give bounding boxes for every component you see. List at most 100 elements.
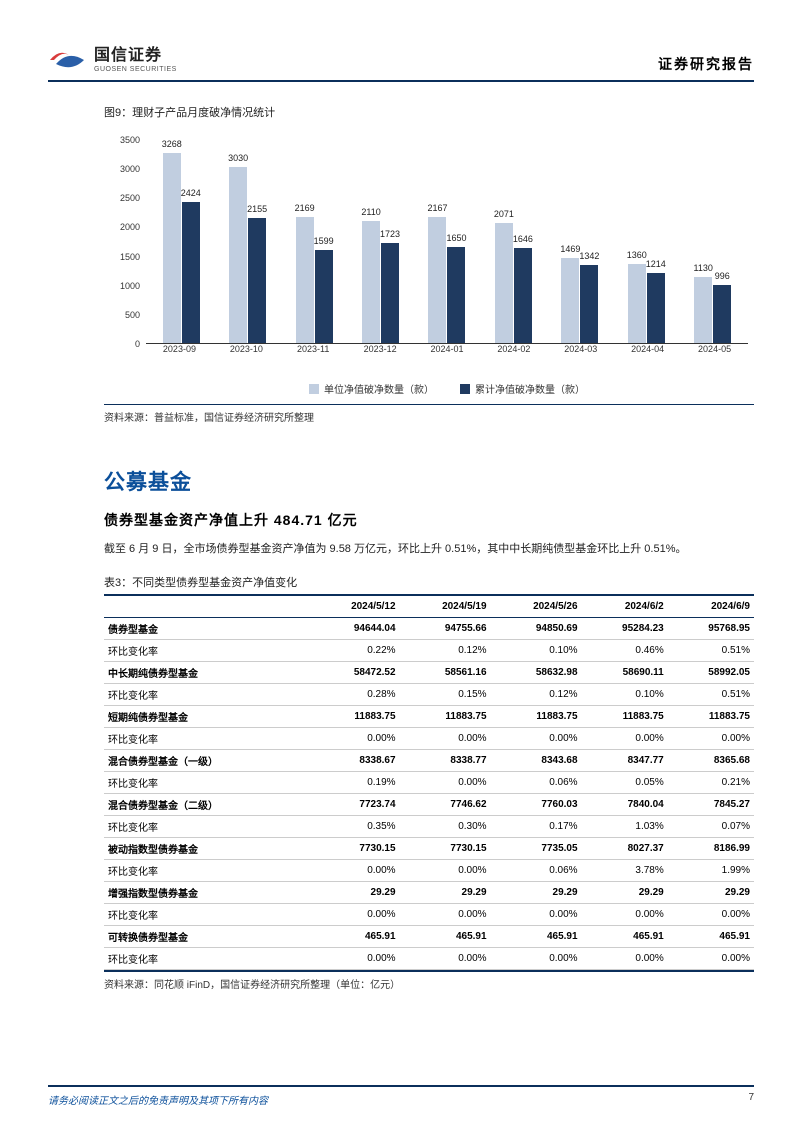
table-cell: 0.30% [400,815,491,837]
figure-9-source: 资料来源：普益标准，国信证券经济研究所整理 [104,404,754,424]
x-tick: 2024-05 [681,344,748,360]
table-row: 中长期纯债券型基金58472.5258561.1658632.9858690.1… [104,661,754,683]
table-cell: 混合债券型基金（二级） [104,793,309,815]
bar-group: 32682424 [163,140,200,343]
table-cell: 465.91 [309,925,400,947]
table-cell: 95284.23 [582,617,668,639]
x-tick: 2023-09 [146,344,213,360]
y-tick: 3500 [120,135,140,145]
bar: 1342 [580,265,598,343]
section-heading-1: 公募基金 [104,466,754,496]
bar-group: 1130996 [694,140,731,343]
table-cell: 0.00% [400,859,491,881]
table-cell: 11883.75 [309,705,400,727]
table-cell: 0.12% [491,683,582,705]
table-cell: 环比变化率 [104,815,309,837]
table-cell: 29.29 [491,881,582,903]
table-cell: 58992.05 [668,661,754,683]
table-row: 环比变化率0.28%0.15%0.12%0.10%0.51% [104,683,754,705]
x-tick: 2024-04 [614,344,681,360]
page-footer: 请务必阅读正文之后的免责声明及其项下所有内容 7 [48,1085,754,1107]
section-paragraph: 截至 6 月 9 日，全市场债券型基金资产净值为 9.58 万亿元，环比上升 0… [104,540,754,560]
bar-value-label: 2071 [494,209,514,219]
legend-swatch-icon [309,384,319,394]
table-cell: 94644.04 [309,617,400,639]
table-cell: 1.99% [668,859,754,881]
table-cell: 8347.77 [582,749,668,771]
table-header-cell: 2024/5/19 [400,595,491,618]
table-cell: 0.00% [491,947,582,969]
x-tick: 2024-03 [547,344,614,360]
table-cell: 0.00% [309,947,400,969]
table-cell: 0.00% [309,903,400,925]
table-cell: 8027.37 [582,837,668,859]
logo-name-cn: 国信证券 [94,48,177,64]
table-cell: 可转换债券型基金 [104,925,309,947]
x-tick: 2024-01 [414,344,481,360]
table-cell: 29.29 [400,881,491,903]
figure-9-chart: 0500100015002000250030003500 32682424303… [104,130,754,400]
table-cell: 0.15% [400,683,491,705]
table-cell: 3.78% [582,859,668,881]
table-cell: 7723.74 [309,793,400,815]
bar: 2155 [248,218,266,343]
table-row: 增强指数型债券基金29.2929.2929.2929.2929.29 [104,881,754,903]
y-tick: 500 [125,310,140,320]
page-number: 7 [748,1092,754,1107]
legend-item: 单位净值破净数量（款） [309,381,434,396]
bar-value-label: 2155 [247,204,267,214]
table-cell: 94755.66 [400,617,491,639]
table-row: 短期纯债券型基金11883.7511883.7511883.7511883.75… [104,705,754,727]
table-cell: 465.91 [400,925,491,947]
table-cell: 0.00% [400,771,491,793]
table-cell: 0.00% [400,727,491,749]
table-cell: 94850.69 [491,617,582,639]
table-row: 混合债券型基金（二级）7723.747746.627760.037840.047… [104,793,754,815]
table-cell: 58632.98 [491,661,582,683]
page-header: 国信证券 GUOSEN SECURITIES 证券研究报告 [48,38,754,82]
table-header-cell [104,595,309,618]
bar-group: 21101723 [362,140,399,343]
table-cell: 0.00% [491,903,582,925]
table-cell: 465.91 [668,925,754,947]
table-cell: 7730.15 [309,837,400,859]
table-cell: 0.12% [400,639,491,661]
table-cell: 95768.95 [668,617,754,639]
bar: 3268 [163,153,181,343]
bar-value-label: 1342 [579,251,599,261]
table-cell: 0.00% [400,903,491,925]
table-cell: 7746.62 [400,793,491,815]
table-cell: 0.05% [582,771,668,793]
table-cell: 58690.11 [582,661,668,683]
table-cell: 7840.04 [582,793,668,815]
table-cell: 0.21% [668,771,754,793]
table-header-cell: 2024/5/26 [491,595,582,618]
table-cell: 0.35% [309,815,400,837]
x-tick: 2023-12 [347,344,414,360]
table-row: 环比变化率0.35%0.30%0.17%1.03%0.07% [104,815,754,837]
table-cell: 58472.52 [309,661,400,683]
table-cell: 被动指数型债券基金 [104,837,309,859]
table-cell: 29.29 [582,881,668,903]
table-row: 环比变化率0.00%0.00%0.00%0.00%0.00% [104,903,754,925]
legend-swatch-icon [460,384,470,394]
logo-icon [48,46,86,74]
section-heading-2: 债券型基金资产净值上升 484.71 亿元 [104,510,754,530]
bar-group: 14691342 [561,140,598,343]
bar: 1650 [447,247,465,343]
bar: 2071 [495,223,513,343]
table-cell: 8186.99 [668,837,754,859]
table-cell: 0.10% [491,639,582,661]
table-cell: 465.91 [491,925,582,947]
bar-value-label: 1130 [694,263,713,273]
bar-value-label: 1360 [627,250,647,260]
bar-group: 21691599 [296,140,333,343]
bar: 3030 [229,167,247,343]
table-cell: 7735.05 [491,837,582,859]
table-cell: 11883.75 [668,705,754,727]
table-cell: 8343.68 [491,749,582,771]
bar: 1599 [315,250,333,343]
bar: 2167 [428,217,446,343]
logo: 国信证券 GUOSEN SECURITIES [48,46,177,74]
table-header-cell: 2024/6/2 [582,595,668,618]
